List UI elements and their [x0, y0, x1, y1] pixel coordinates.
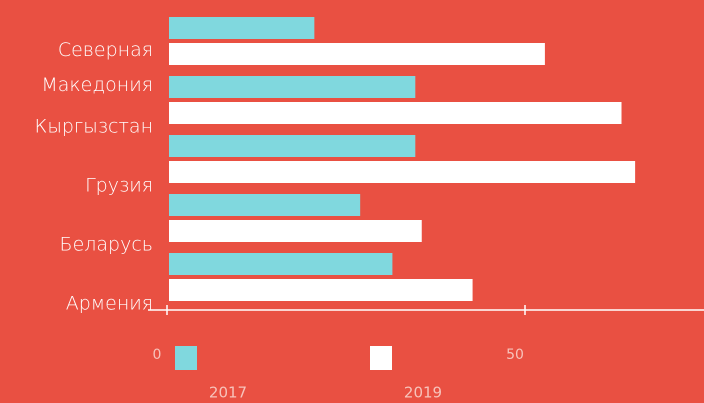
- bar: [169, 253, 393, 275]
- legend-swatch: [370, 346, 392, 370]
- category-label: Беларусь: [59, 233, 153, 256]
- category-label: Грузия: [85, 174, 153, 197]
- bar: [169, 161, 636, 183]
- bar: [169, 194, 361, 216]
- bar: [169, 135, 416, 157]
- category-label: Северная Македония: [41, 39, 153, 96]
- category-label: Армения: [65, 292, 153, 315]
- bar: [169, 17, 315, 39]
- bar: [169, 220, 422, 242]
- bar: [169, 76, 416, 98]
- legend-swatch: [175, 346, 197, 370]
- legend-label: 2017: [209, 384, 247, 402]
- bar: [169, 279, 473, 301]
- bar: [169, 102, 622, 124]
- bar: [169, 43, 545, 65]
- legend-label: 2019: [404, 384, 442, 402]
- x-tick-label: 0: [153, 347, 162, 363]
- category-label: Кыргызстан: [34, 115, 153, 138]
- x-tick-label: 50: [506, 347, 524, 363]
